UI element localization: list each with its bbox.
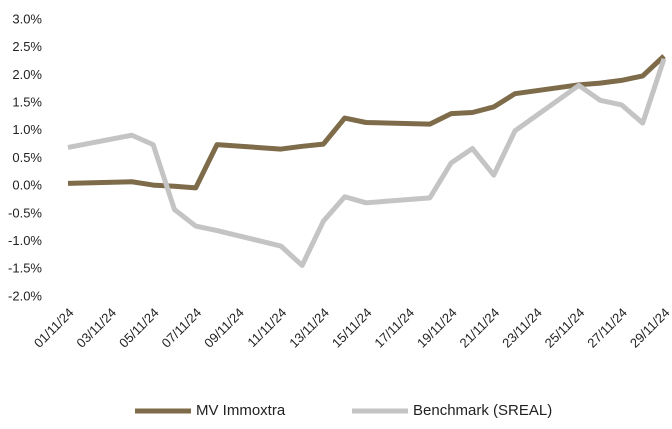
- legend-label: MV Immoxtra: [196, 402, 286, 419]
- y-tick-label: -1.0%: [8, 233, 42, 248]
- x-tick-label: 07/11/24: [159, 305, 205, 351]
- x-tick-label: 13/11/24: [286, 305, 332, 351]
- y-tick-label: 2.5%: [12, 39, 42, 54]
- x-tick-label: 17/11/24: [371, 305, 417, 351]
- y-tick-label: 2.0%: [12, 67, 42, 82]
- y-tick-label: 0.5%: [12, 150, 42, 165]
- line-series: [67, 57, 667, 268]
- x-tick-label: 25/11/24: [542, 305, 588, 351]
- y-tick-label: 0.0%: [12, 178, 42, 193]
- line-series: [67, 54, 666, 191]
- y-tick-label: 3.0%: [12, 11, 42, 26]
- x-tick-label: 03/11/24: [73, 305, 119, 351]
- y-tick-label: 1.0%: [12, 122, 42, 137]
- y-tick-label: -0.5%: [8, 205, 42, 220]
- x-tick-label: 29/11/24: [627, 305, 672, 351]
- x-tick-label: 23/11/24: [499, 305, 545, 351]
- x-tick-label: 05/11/24: [116, 305, 162, 351]
- x-tick-label: 21/11/24: [457, 305, 503, 351]
- y-tick-label: 1.5%: [12, 95, 42, 110]
- y-tick-label: -1.5%: [8, 261, 42, 276]
- x-tick-label: 11/11/24: [244, 305, 289, 350]
- x-tick-label: 15/11/24: [329, 305, 375, 351]
- x-tick-label: 19/11/24: [414, 305, 460, 351]
- x-tick-label: 09/11/24: [201, 305, 247, 351]
- legend-label: Benchmark (SREAL): [413, 402, 552, 419]
- x-tick-label: 01/11/24: [31, 305, 77, 351]
- y-tick-label: -2.0%: [8, 288, 42, 303]
- x-tick-label: 27/11/24: [584, 305, 630, 351]
